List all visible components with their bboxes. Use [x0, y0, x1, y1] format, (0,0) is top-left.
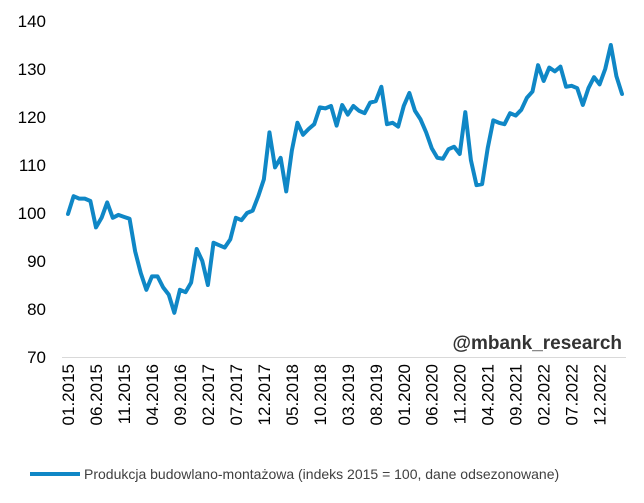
y-tick-label: 100 [18, 204, 46, 223]
x-tick-label: 01.2015 [59, 364, 78, 425]
y-tick-label: 130 [18, 60, 46, 79]
x-tick-label: 02.2022 [535, 364, 554, 425]
y-tick-label: 140 [18, 12, 46, 31]
series-line-produkcja [66, 43, 624, 315]
x-tick-label: 03.2019 [339, 364, 358, 425]
x-tick-label: 11.2020 [451, 364, 470, 424]
legend: Produkcja budowlano-montażowa (indeks 20… [30, 466, 559, 482]
x-tick-label: 06.2020 [423, 364, 442, 425]
y-axis-tick-labels: 70 80 90 100 110 120 130 140 [18, 12, 46, 367]
x-tick-label: 07.2022 [563, 364, 582, 425]
x-tick-label: 12.2017 [255, 364, 274, 425]
legend-label: Produkcja budowlano-montażowa (indeks 20… [84, 466, 559, 482]
x-axis-tick-labels: 01.2015 06.2015 11.2015 04.2016 09.2016 02.20… [59, 364, 610, 425]
x-tick-label: 04.2021 [479, 364, 498, 425]
y-tick-label: 70 [27, 348, 46, 367]
x-tick-label: 02.2017 [199, 364, 218, 425]
x-tick-label: 06.2015 [87, 364, 106, 425]
x-tick-label: 07.2017 [227, 364, 246, 425]
x-tick-label: 12.2022 [591, 364, 610, 425]
y-tick-label: 90 [27, 252, 46, 271]
y-tick-label: 120 [18, 108, 46, 127]
y-tick-label: 80 [27, 300, 46, 319]
x-tick-label: 08.2019 [367, 364, 386, 425]
x-tick-label: 04.2016 [143, 364, 162, 425]
x-tick-label: 10.2018 [311, 364, 330, 425]
x-tick-label: 05.2018 [283, 364, 302, 425]
x-tick-label: 09.2016 [171, 364, 190, 425]
y-tick-label: 110 [19, 156, 46, 175]
x-tick-label: 11.2015 [115, 364, 134, 424]
x-tick-label: 09.2021 [507, 364, 526, 425]
watermark-text: @mbank_research [452, 333, 622, 354]
x-tick-label: 01.2020 [395, 364, 414, 425]
